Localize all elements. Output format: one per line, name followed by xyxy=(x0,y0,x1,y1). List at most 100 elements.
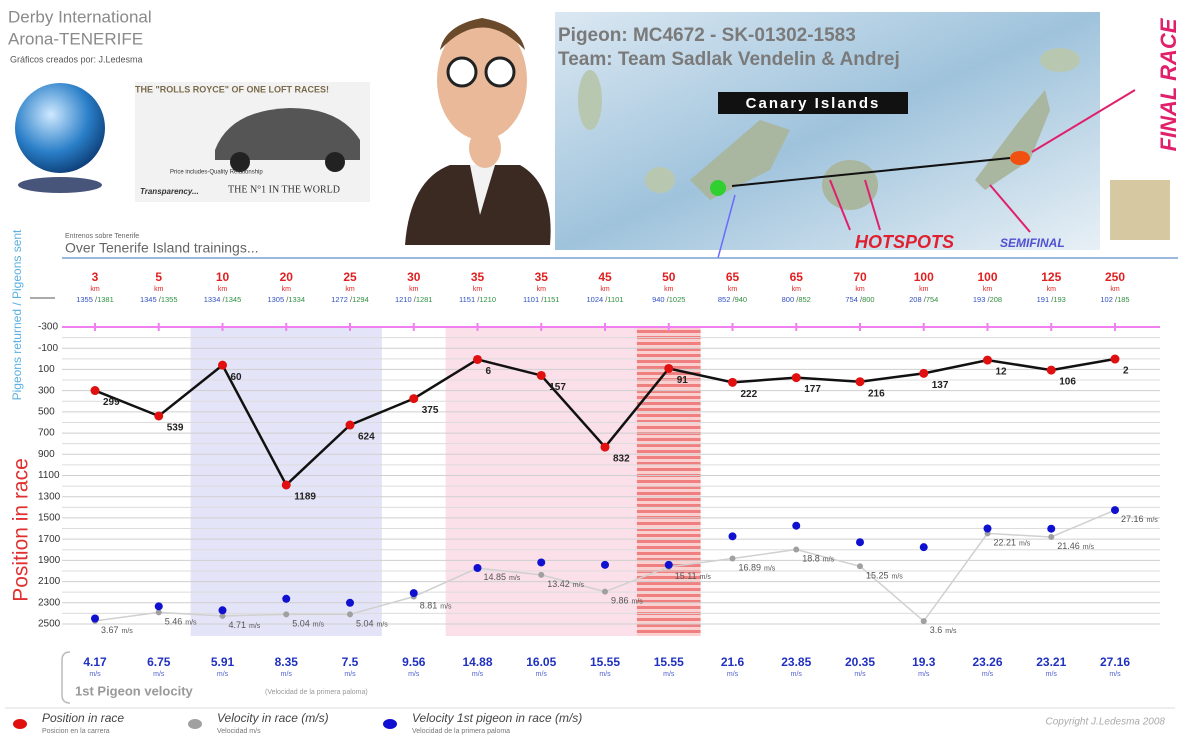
sent: 1381 xyxy=(97,295,114,304)
final-race: FINAL RACE xyxy=(1156,17,1180,151)
velocity-unit: m/s xyxy=(632,599,644,606)
sent: 940 xyxy=(735,295,748,304)
velocity-label: 27.16 m/s xyxy=(1121,514,1158,524)
velocity-point xyxy=(219,612,226,619)
position-point xyxy=(855,377,865,387)
first-velocity-label: 5.91 xyxy=(211,655,235,669)
sent: 185 xyxy=(1117,295,1130,304)
returned: 1345 xyxy=(140,295,157,304)
title-line: Derby International xyxy=(8,7,152,26)
velocity-point xyxy=(793,546,800,553)
first-velocity-label: 27.16 xyxy=(1100,655,1130,669)
velocity-value: 8.81 xyxy=(420,601,438,611)
position-label: 216 xyxy=(868,388,885,399)
velocity-label: 16.89 m/s xyxy=(739,563,776,573)
distance-unit: km xyxy=(855,286,865,293)
island xyxy=(645,167,675,193)
legend-swatch xyxy=(383,719,397,729)
sent: 754 xyxy=(926,295,939,304)
sent: 208 xyxy=(990,295,1003,304)
sent: 1355 xyxy=(161,295,178,304)
position-label: 539 xyxy=(167,423,184,434)
velocity-value: 15.25 xyxy=(866,571,889,581)
returned: 1101 xyxy=(523,295,539,304)
y-axis-top-label: Pigeons returned / Pigeons sent xyxy=(10,229,24,400)
velocity-unit: m/s xyxy=(892,573,904,580)
position-label: 222 xyxy=(741,389,758,400)
distance-unit: km xyxy=(1110,286,1120,293)
velocity-point xyxy=(155,609,162,616)
title-line: Arona-TENERIFE xyxy=(8,29,143,48)
velocity-value: 5.46 xyxy=(165,617,183,627)
distance: 65 xyxy=(726,270,740,284)
position-label: 60 xyxy=(231,372,243,383)
first-velocity-point xyxy=(792,521,801,530)
man-glasses xyxy=(446,56,478,88)
velocity-label: 14.85 m/s xyxy=(484,573,521,583)
velocity-value: 5.04 xyxy=(292,619,310,629)
first-velocity-point xyxy=(856,538,864,547)
trainings-small: Entrenos sobre Tenerife xyxy=(65,233,139,240)
velocity-unit: m/s xyxy=(472,671,484,678)
legend-label: Velocity in race (m/s) xyxy=(217,711,329,725)
pointer xyxy=(1031,89,1136,153)
legend-sublabel: Velocidad de la primera paloma xyxy=(412,728,510,735)
first-velocity-label: 16.05 xyxy=(526,655,556,669)
credit: Gráficos creados por: J.Ledesma xyxy=(10,54,143,64)
pointer xyxy=(989,184,1031,233)
car xyxy=(215,108,360,160)
returned-sent: 1272 /1294 xyxy=(331,295,369,304)
globe-logo xyxy=(15,83,105,173)
trainings: Over Tenerife Island trainings... xyxy=(65,240,259,256)
y-tick-label: 300 xyxy=(38,385,55,396)
pointer xyxy=(864,179,881,231)
velocity-unit: m/s xyxy=(153,671,165,678)
legend-swatch xyxy=(13,719,27,729)
legend-label: Position in race xyxy=(42,711,124,725)
velocity-unit: m/s xyxy=(1147,517,1159,524)
sent: 1210 xyxy=(479,295,496,304)
first-velocity-label: 7.5 xyxy=(342,655,359,669)
first-velocity-point xyxy=(473,563,482,572)
distance-unit: km xyxy=(473,286,483,293)
returned-sent: 193 /208 xyxy=(973,295,1002,304)
distance: 65 xyxy=(790,270,804,284)
velocity-point xyxy=(538,571,545,578)
copyright: Copyright J.Ledesma 2008 xyxy=(1045,717,1165,728)
returned-sent: 102 /185 xyxy=(1100,295,1129,304)
first-velocity-label: 21.6 xyxy=(721,655,745,669)
velocity-label: 5.04 m/s xyxy=(356,619,388,629)
island-lanzarote xyxy=(1040,48,1080,72)
distance: 35 xyxy=(535,270,549,284)
velocity-point xyxy=(857,563,863,570)
velocity-unit: m/s xyxy=(509,575,521,582)
first-velocity-point xyxy=(1047,524,1056,533)
velocity-point xyxy=(283,611,290,618)
distance-unit: km xyxy=(792,286,802,293)
y-tick-label: -100 xyxy=(38,343,58,354)
velocity-value: 9.86 xyxy=(611,596,629,606)
first-velocity-label: 15.55 xyxy=(654,655,684,669)
position-point xyxy=(728,377,737,387)
position-label: 2 xyxy=(1123,366,1129,377)
first-velocity-label: 15.55 xyxy=(590,655,620,669)
velocity-value: 27.16 xyxy=(1121,514,1144,524)
map xyxy=(555,12,1100,250)
velocity-label: 3.67 m/s xyxy=(101,625,133,635)
release-marker xyxy=(1010,151,1030,165)
sent: 1101 xyxy=(607,295,623,304)
sent: 1334 xyxy=(288,295,305,304)
globe-shadow xyxy=(18,177,102,193)
slash: / xyxy=(412,295,417,304)
velocity-unit: m/s xyxy=(408,671,420,678)
first-velocity-point xyxy=(664,560,673,569)
y-tick-label: 1700 xyxy=(38,534,61,545)
velocity-point xyxy=(602,588,608,595)
first-velocity-point xyxy=(728,532,737,541)
y-tick-label: 1100 xyxy=(38,470,60,481)
distance-unit: km xyxy=(154,286,164,293)
first-velocity-point xyxy=(983,524,992,533)
ad-title: THE "ROLLS ROYCE" OF ONE LOFT RACES! xyxy=(135,84,329,94)
returned-sent: 800 /852 xyxy=(782,295,811,304)
distance: 20 xyxy=(280,270,294,284)
